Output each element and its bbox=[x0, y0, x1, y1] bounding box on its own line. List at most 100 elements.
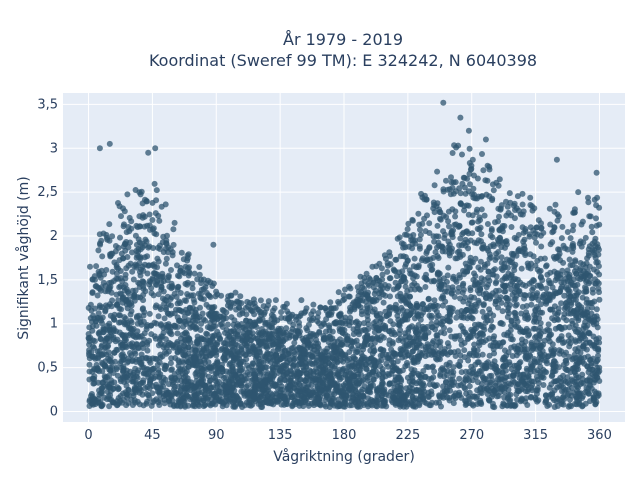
data-point bbox=[268, 312, 275, 318]
data-point bbox=[487, 379, 494, 386]
data-point bbox=[579, 343, 586, 350]
data-point bbox=[146, 262, 152, 269]
data-point bbox=[335, 396, 342, 403]
data-point bbox=[87, 263, 93, 270]
data-point bbox=[380, 299, 387, 306]
data-point bbox=[385, 370, 392, 377]
data-point bbox=[91, 338, 98, 345]
data-point bbox=[349, 394, 356, 401]
data-point bbox=[141, 254, 148, 261]
data-point bbox=[257, 297, 264, 304]
data-point bbox=[463, 331, 470, 338]
data-point bbox=[545, 321, 552, 328]
data-point bbox=[331, 380, 338, 386]
data-point bbox=[339, 326, 346, 333]
data-point bbox=[532, 308, 539, 314]
data-point bbox=[104, 383, 111, 390]
data-point bbox=[454, 309, 461, 316]
data-point bbox=[561, 324, 568, 331]
data-point bbox=[299, 356, 306, 363]
data-point bbox=[136, 389, 143, 396]
data-point bbox=[486, 306, 493, 313]
data-point bbox=[383, 360, 390, 367]
data-point bbox=[275, 332, 282, 338]
data-point bbox=[163, 255, 170, 262]
data-point bbox=[511, 215, 518, 222]
data-point bbox=[386, 275, 393, 282]
data-point bbox=[123, 337, 129, 343]
data-point bbox=[522, 315, 529, 322]
data-point bbox=[339, 341, 346, 348]
data-point bbox=[476, 368, 483, 375]
data-point bbox=[154, 388, 161, 395]
data-point bbox=[567, 262, 574, 269]
data-point bbox=[367, 276, 374, 283]
data-point bbox=[457, 337, 464, 344]
data-point bbox=[162, 260, 169, 267]
data-point bbox=[532, 230, 539, 237]
data-point bbox=[140, 305, 146, 312]
data-point bbox=[379, 369, 386, 376]
data-point bbox=[357, 358, 364, 365]
data-point bbox=[477, 258, 484, 265]
data-point bbox=[99, 368, 106, 375]
data-point bbox=[89, 276, 96, 283]
data-point bbox=[532, 262, 539, 269]
data-point bbox=[207, 402, 214, 409]
data-point bbox=[485, 396, 492, 403]
data-point bbox=[90, 380, 97, 387]
data-point bbox=[144, 222, 151, 229]
data-point bbox=[471, 341, 478, 348]
data-point bbox=[422, 325, 428, 332]
data-point bbox=[117, 312, 123, 319]
data-point bbox=[243, 311, 250, 318]
data-point bbox=[443, 361, 450, 368]
data-point bbox=[234, 350, 241, 357]
data-point bbox=[428, 344, 435, 351]
data-point bbox=[395, 373, 402, 380]
data-point bbox=[281, 330, 287, 337]
data-point bbox=[100, 326, 107, 333]
data-point bbox=[411, 255, 418, 262]
data-point bbox=[135, 248, 142, 255]
data-point bbox=[534, 257, 541, 264]
data-point bbox=[544, 297, 551, 304]
data-point bbox=[461, 174, 468, 181]
data-point bbox=[489, 181, 496, 188]
data-point bbox=[473, 395, 479, 401]
data-point bbox=[159, 295, 166, 302]
data-point bbox=[447, 191, 454, 198]
data-point bbox=[166, 283, 173, 290]
data-point bbox=[151, 263, 158, 270]
data-point bbox=[86, 347, 93, 354]
data-point bbox=[213, 349, 220, 356]
data-point bbox=[495, 182, 502, 189]
data-point bbox=[525, 373, 532, 380]
data-point bbox=[496, 213, 502, 220]
data-point bbox=[431, 277, 437, 284]
data-point bbox=[188, 379, 195, 386]
data-point bbox=[394, 273, 400, 280]
data-point bbox=[541, 255, 548, 262]
data-point bbox=[416, 236, 423, 243]
data-point bbox=[132, 399, 139, 406]
data-point bbox=[198, 320, 205, 327]
data-point bbox=[431, 209, 438, 216]
data-point bbox=[230, 321, 237, 328]
data-point bbox=[435, 233, 442, 240]
data-point bbox=[141, 336, 148, 343]
data-point bbox=[364, 305, 371, 312]
data-points bbox=[85, 99, 603, 411]
data-point bbox=[124, 191, 131, 198]
data-point bbox=[323, 392, 330, 399]
data-point bbox=[459, 325, 466, 332]
data-point bbox=[330, 349, 337, 356]
data-point bbox=[196, 271, 203, 278]
data-point bbox=[185, 344, 192, 351]
data-point bbox=[158, 283, 165, 290]
data-point bbox=[212, 370, 219, 377]
data-point bbox=[425, 329, 432, 336]
data-point bbox=[585, 246, 592, 253]
data-point bbox=[113, 264, 120, 271]
data-point bbox=[431, 383, 438, 389]
